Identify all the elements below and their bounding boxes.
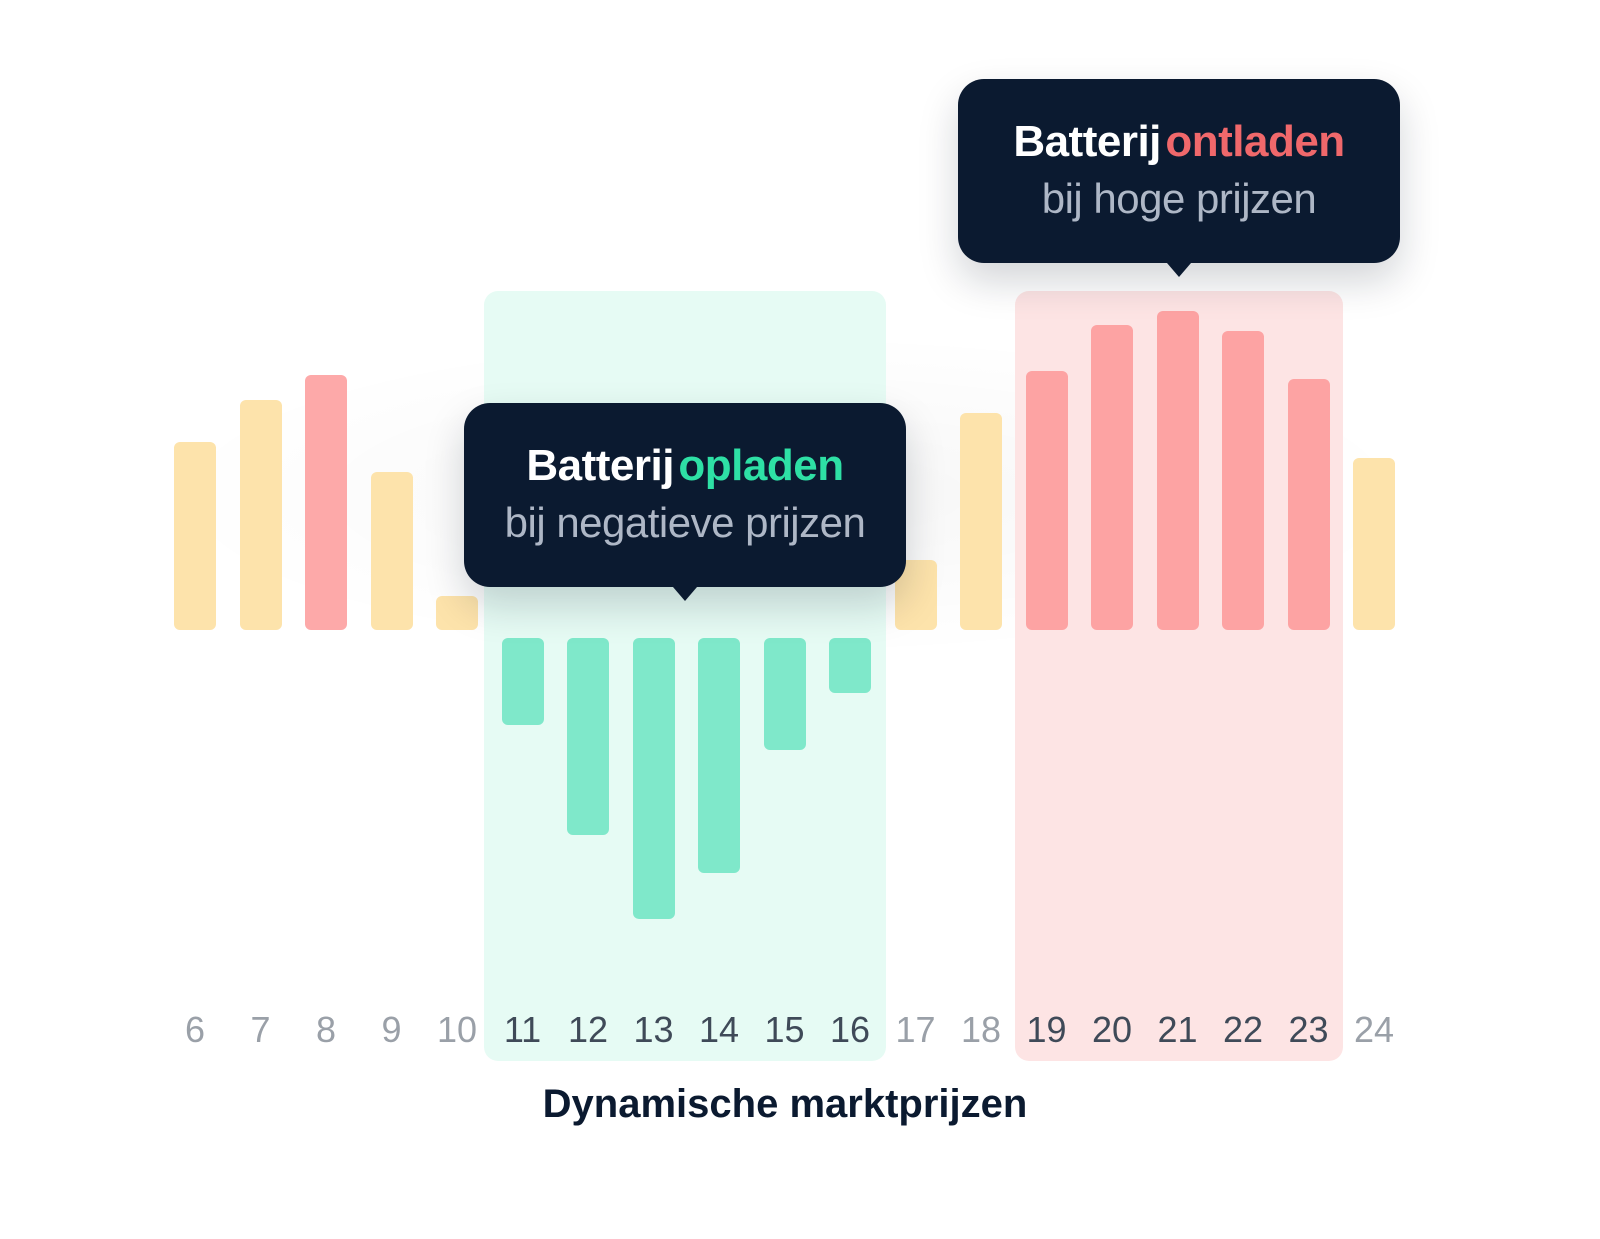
discharge-tooltip-title-prefix: Batterij [1013,117,1161,166]
bar-hour-23 [1287,379,1330,630]
x-tick-13: 13 [633,1009,674,1050]
x-tick-24: 24 [1353,1009,1395,1050]
x-tick-6: 6 [184,1009,206,1050]
charge-tooltip-subtitle: bij negatieve prijzen [504,499,866,546]
discharge-tooltip-subtitle: bij hoge prijzen [1041,175,1317,222]
x-axis-label: Dynamische marktprijzen [542,1082,1028,1126]
bar-hour-9 [370,472,413,630]
bar-hour-8 [305,375,347,630]
bar-hour-10 [436,596,478,630]
bar-hour-15 [763,638,806,750]
bar-hour-14 [698,638,740,873]
x-tick-7: 7 [250,1009,271,1050]
x-tick-16: 16 [829,1009,871,1050]
bar-hour-20 [1091,325,1133,630]
x-tick-22: 22 [1222,1009,1264,1050]
charge-tooltip: Batterij opladen bij negatieve prijzen [464,403,906,601]
bar-hour-7 [239,400,282,630]
bar-hour-11 [501,638,544,725]
x-tick-15: 15 [764,1009,805,1050]
x-tick-10: 10 [436,1009,478,1050]
x-tick-11: 11 [503,1009,542,1050]
bar-hour-16 [829,638,871,693]
charge-tooltip-title-accent: opladen [678,441,844,490]
x-tick-14: 14 [698,1009,740,1050]
charge-tooltip-pointer [673,587,697,601]
x-tick-8: 8 [315,1009,337,1050]
x-tick-21: 21 [1157,1009,1198,1050]
x-tick-12: 12 [567,1009,609,1050]
x-tick-20: 20 [1091,1009,1133,1050]
bar-hour-12 [567,638,609,835]
bar-hour-13 [632,638,675,919]
discharge-tooltip-pointer [1167,263,1191,277]
bar-hour-22 [1222,331,1264,630]
x-tick-18: 18 [960,1009,1002,1050]
discharge-tooltip: Batterij ontladen bij hoge prijzen [958,79,1400,277]
bar-hour-24 [1353,458,1395,630]
x-tick-17: 17 [895,1009,936,1050]
discharge-tooltip-title-accent: ontladen [1165,117,1345,166]
charge-tooltip-title-prefix: Batterij [526,441,674,490]
x-tick-9: 9 [381,1009,402,1050]
x-tick-23: 23 [1288,1009,1329,1050]
bar-hour-18 [960,413,1002,630]
x-tick-19: 19 [1026,1009,1067,1050]
bar-hour-19 [1025,371,1068,630]
bar-hour-21 [1156,311,1199,630]
bar-hour-6 [174,442,216,630]
